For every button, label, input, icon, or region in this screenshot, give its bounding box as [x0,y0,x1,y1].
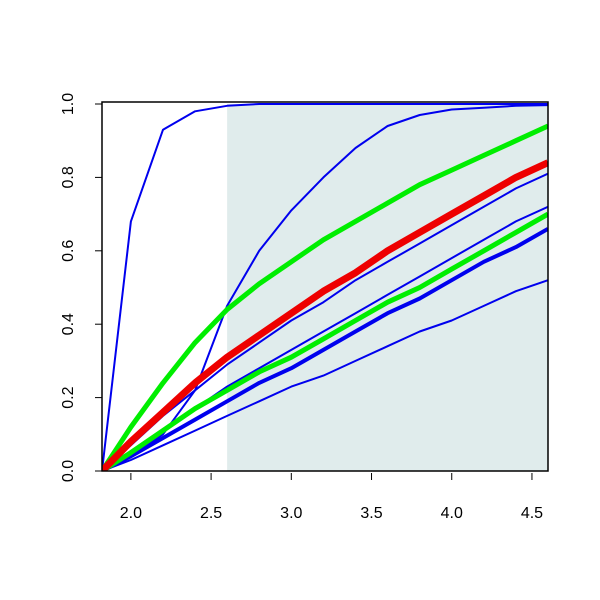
series-line [102,159,548,471]
y-tick-label: 0.2 [60,386,77,408]
shaded-region [227,104,548,471]
series-line [102,103,548,471]
x-tick-label: 4.5 [521,505,543,522]
x-tick-label: 2.5 [200,505,222,522]
series-line [102,172,548,471]
plot-box [101,101,549,472]
series-line [102,279,548,471]
plot-area [102,103,548,471]
series-line [102,104,548,471]
y-tick-label: 0.8 [60,166,77,188]
y-tick-label: 0.4 [60,313,77,335]
x-tick-label: 3.0 [280,505,302,522]
y-tick-label: 0.0 [60,460,77,482]
x-tick-label: 4.0 [441,505,463,522]
x-tick-label: 2.0 [120,505,142,522]
series-line [102,227,548,471]
x-tick-label: 3.5 [360,505,382,522]
y-tick-label: 1.0 [60,93,77,115]
series-line [102,211,548,471]
series-line [102,123,548,471]
y-tick-label: 0.6 [60,240,77,262]
